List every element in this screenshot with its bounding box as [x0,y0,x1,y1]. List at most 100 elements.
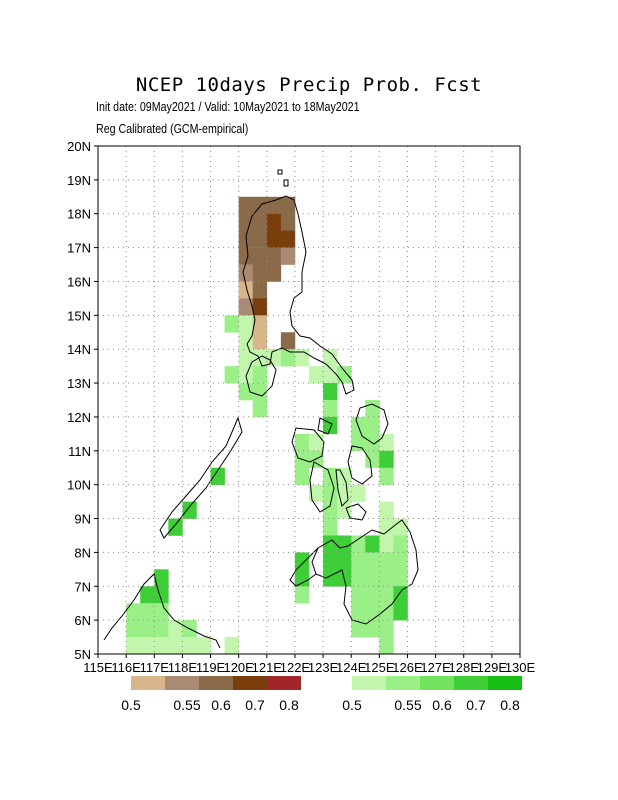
lon-tick-label: 123E [308,660,339,675]
legend-label: 0.6 [432,697,452,713]
legend-swatch [199,676,233,690]
lon-tick-label: 116E [111,660,141,675]
prob-cell [238,383,254,401]
prob-cell [379,552,394,570]
prob-cell [379,586,394,604]
prob-cell [294,552,310,570]
legend-swatch [352,676,386,690]
prob-cell [393,552,408,570]
lat-tick-label: 13N [67,376,91,391]
panay-coastline [291,427,325,463]
prob-cell [379,620,394,638]
prob-cell [393,603,408,621]
prob-cell [337,535,352,553]
prob-cell [252,213,268,231]
legend-swatch [386,676,420,690]
batanes-islands [277,169,289,187]
prob-cell [154,569,169,587]
legend-label: 0.55 [394,697,421,713]
prob-cell [238,281,254,299]
probability-cells [126,196,408,655]
prob-cell [294,433,310,452]
cebu-coastline [335,469,349,507]
prob-cell [280,247,296,265]
luzon-coastline [242,195,355,395]
prob-cell [365,569,380,587]
prob-cell [323,366,338,384]
prob-cell [252,366,268,384]
legend-label: 0.5 [121,697,141,713]
prob-cell [252,264,268,282]
prob-cell [365,450,380,469]
lat-tick-label: 18N [67,207,91,222]
prob-cell [280,332,296,350]
lat-tick-label: 15N [67,308,91,323]
method-subtitle: Reg Calibrated (GCM-empirical) [96,121,249,136]
prob-cell [365,535,380,553]
legend-swatch [233,676,267,690]
lon-tick-label: 115E [83,660,113,675]
prob-cell [266,213,282,231]
legend-swatch [131,676,165,690]
lon-tick-label: 117E [140,660,170,675]
lat-tick-label: 5N [74,647,91,662]
prob-cell [365,603,380,621]
prob-cell [323,383,338,401]
borneo-coastline [103,573,221,649]
prob-cell [351,620,366,638]
prob-cell [351,586,366,604]
latitude-labels: 20N 19N 18N 17N 16N 15N 14N 13N 12N 11N 10N 9N 8N 7N 6… [67,139,98,662]
prob-cell [154,637,169,655]
prob-cell [379,450,394,469]
lat-tick-label: 8N [74,545,91,560]
lat-tick-label: 14N [67,342,91,357]
prob-cell [266,230,282,248]
prob-cell [238,247,254,265]
prob-cell [168,637,183,655]
prob-cell [224,637,239,655]
prob-cell [379,603,394,621]
masbate-coastline [317,417,333,435]
prob-cell [393,535,408,553]
prob-cell [196,637,211,655]
prob-cell [252,298,268,316]
prob-cell [280,230,296,248]
coastlines [103,169,419,649]
prob-cell [252,332,268,350]
prob-cell [365,552,380,570]
lat-tick-label: 17N [67,241,91,256]
prob-cell [323,349,338,367]
prob-cell [252,247,268,265]
prob-cell [337,366,352,384]
prob-cell [266,196,282,215]
lon-tick-label: 119E [196,660,226,675]
prob-cell [337,501,352,519]
prob-cell [323,484,338,502]
leyte-coastline [347,445,373,485]
lon-tick-label: 129E [477,660,508,675]
lat-tick-label: 11N [68,444,91,459]
prob-cell [154,603,169,621]
lon-tick-label: 130E [505,660,536,675]
lon-tick-label: 125E [364,660,395,675]
prob-cell [309,484,324,502]
prob-cell [351,535,366,553]
prob-cell [351,484,366,502]
lat-tick-label: 19N [67,173,91,188]
prob-cell [379,467,394,485]
prob-cell [379,518,394,536]
prob-cell [140,603,155,621]
map-frame [97,145,521,655]
legend-swatch [165,676,199,690]
legend-swatch [454,676,488,690]
prob-cell [126,603,141,621]
prob-cell [238,264,254,282]
mindoro-coastline [245,355,277,397]
prob-cell [379,637,394,655]
prob-cell [294,586,310,604]
legend-above-normal: 0.5 0.55 0.6 0.7 0.8 [342,676,522,713]
prob-cell [323,400,338,418]
lon-tick-label: 126E [392,660,423,675]
bohol-coastline [345,503,367,521]
